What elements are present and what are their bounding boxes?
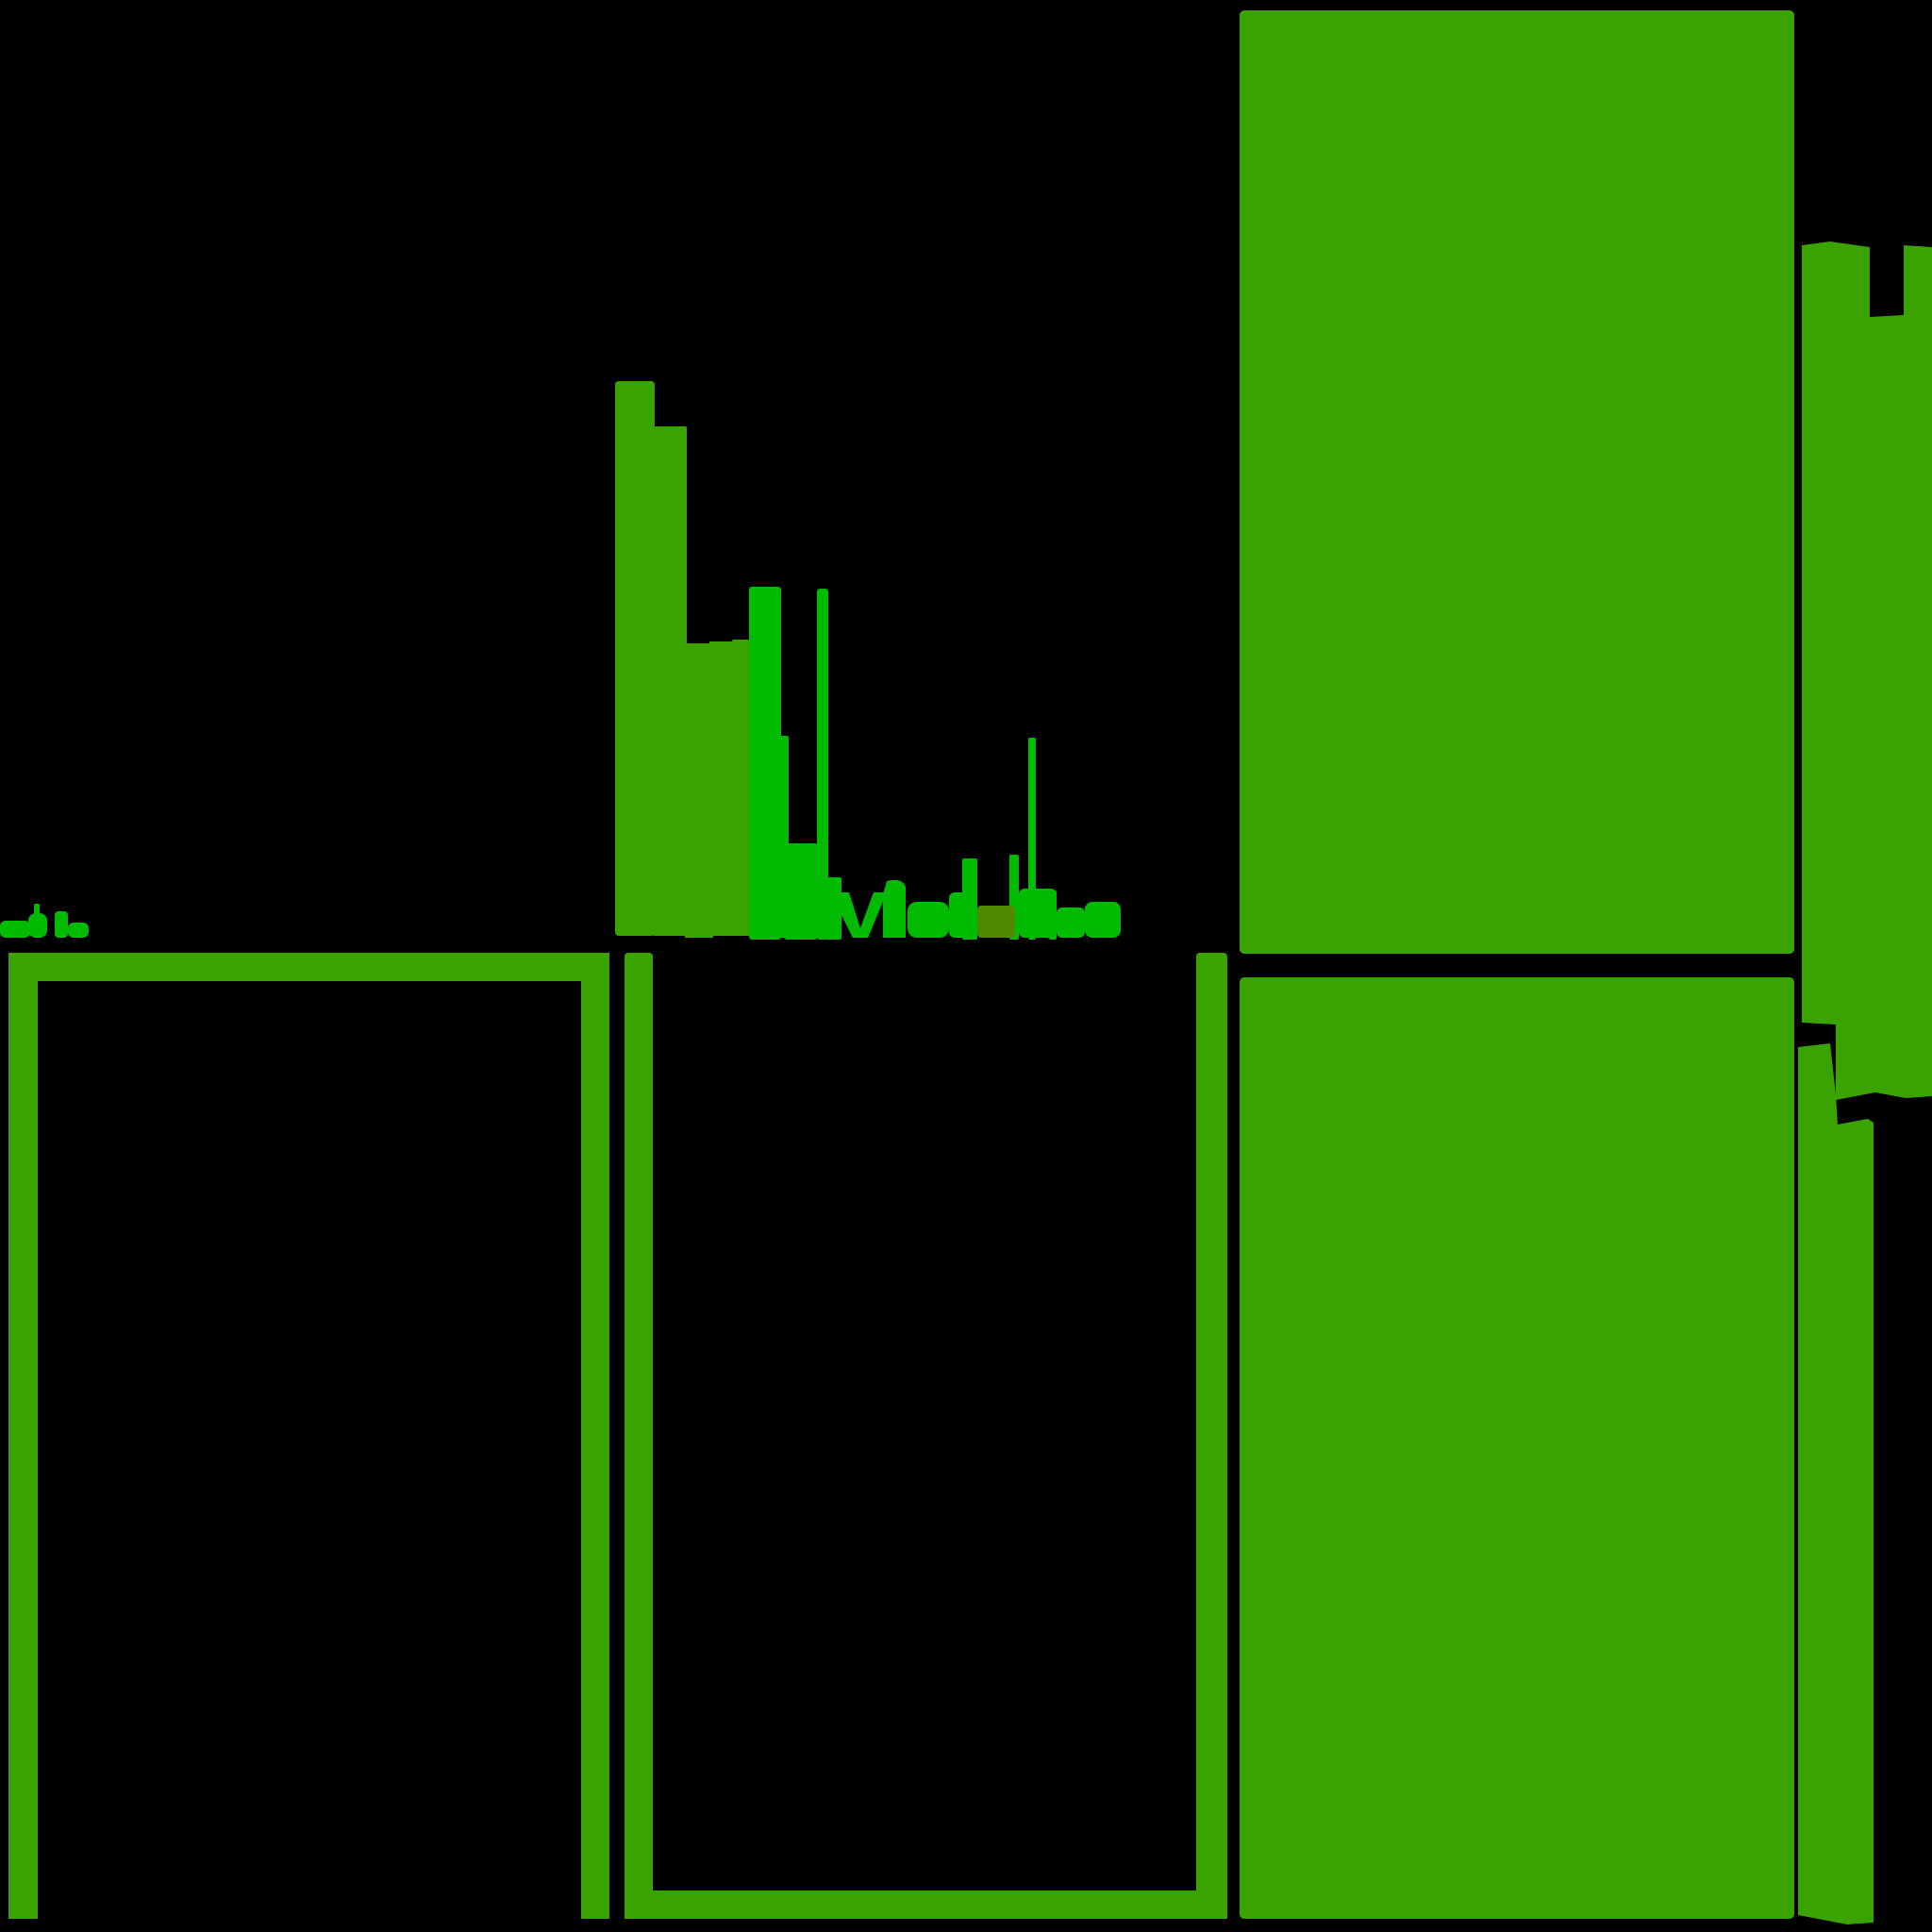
frame-middle-right-post (1196, 953, 1227, 1919)
skyline-bar-9 (785, 843, 817, 940)
skyline-bar-10 (817, 589, 828, 940)
skyline-bar-7 (749, 587, 781, 940)
skyline-base-glyph-6 (1019, 889, 1057, 938)
solid-panels (1240, 10, 1794, 1919)
skyline-base-glyph-2 (883, 879, 906, 938)
frame-middle-left-post (625, 953, 653, 1919)
skyline-base-glyph-4 (949, 892, 977, 938)
skyline-bar-4 (709, 641, 749, 936)
edge-silhouette-right-lower (1798, 1043, 1874, 1924)
skyline-bar-1 (615, 381, 655, 936)
skyline-base-glyph-3 (908, 902, 949, 938)
glyph-strip-left (0, 904, 89, 938)
glyph-strip-5 (68, 923, 89, 938)
solid-panel-bottom-right (1240, 977, 1794, 1919)
outline-frame-left (8, 953, 609, 1919)
outline-frame-middle (625, 953, 1227, 1919)
edge-silhouette-right (1802, 242, 1932, 1100)
skyline-base-clutter (830, 879, 1121, 938)
skyline-bar-3 (685, 643, 713, 938)
solid-panel-top-right (1240, 10, 1794, 954)
glyph-strip-2 (28, 913, 47, 938)
glyph-strip-3 (34, 904, 40, 915)
edge-silhouette (1798, 242, 1932, 1924)
bar-skyline (615, 381, 1121, 940)
skyline-bar-2 (653, 426, 687, 936)
skyline-base-glyph-7 (1057, 908, 1085, 938)
skyline-base-glyph-5 (977, 906, 1015, 938)
skyline-base-glyph-8 (1085, 902, 1121, 938)
glyph-strip-1 (0, 921, 30, 938)
outline-frames (8, 953, 1227, 1919)
glyph-strip (0, 904, 89, 938)
frame-middle-bottom-bar (625, 1890, 1227, 1919)
glyph-strip-4 (55, 911, 68, 938)
skyline-base-glyph-1 (830, 892, 887, 938)
skyline-bar-5 (732, 640, 749, 649)
bar-skyline (615, 381, 1121, 940)
